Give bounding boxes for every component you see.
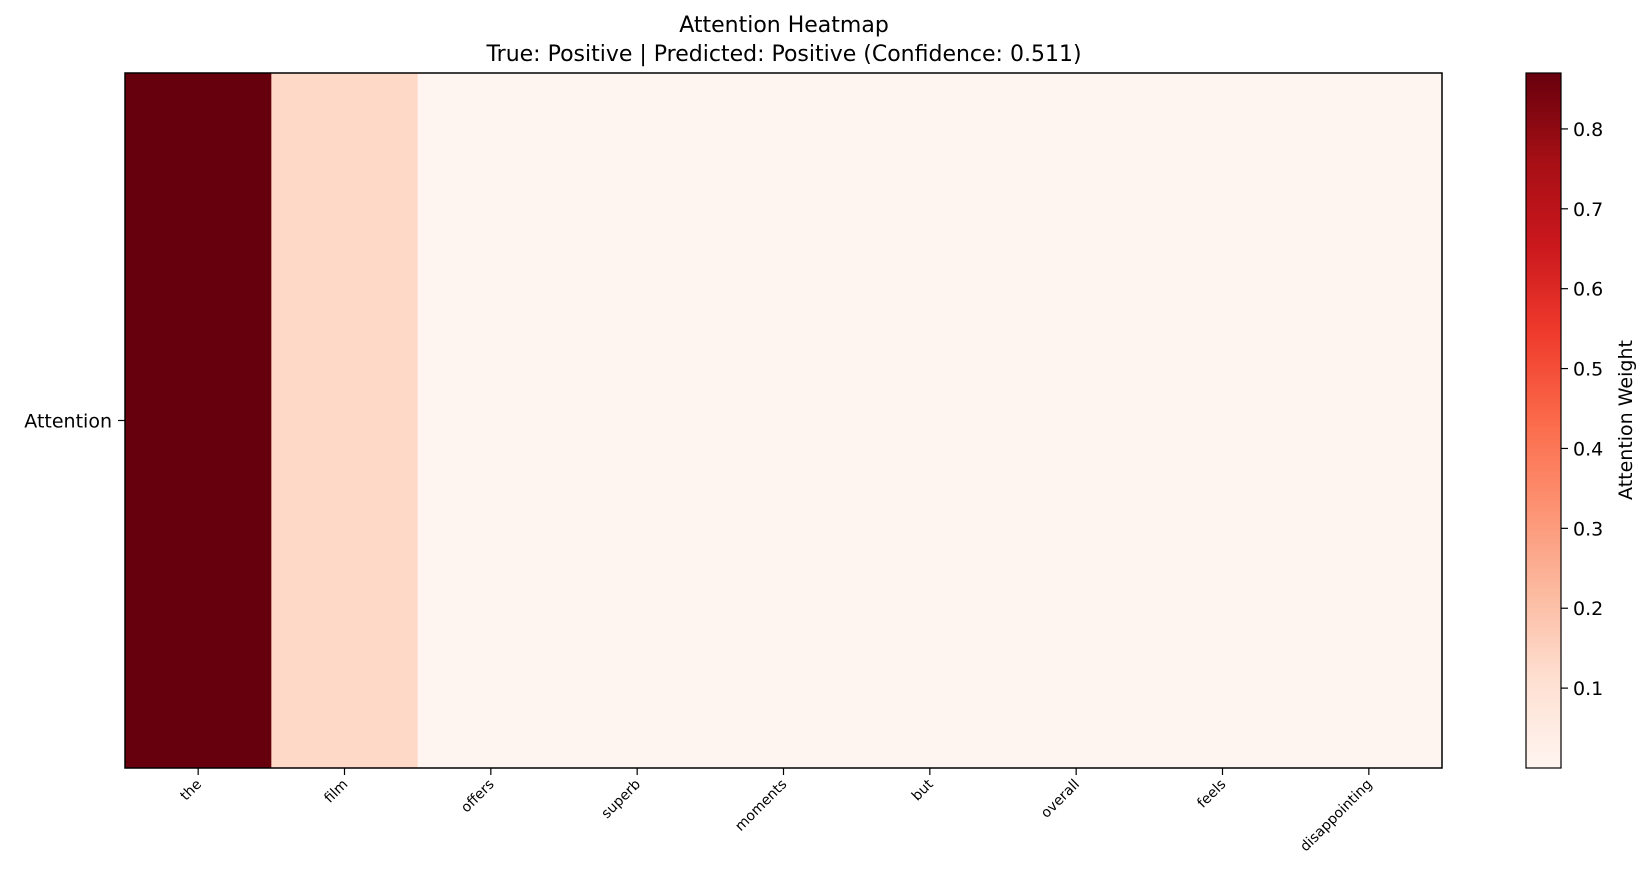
x-tick-label: but xyxy=(909,776,937,804)
heatmap-cell-feels xyxy=(1149,73,1297,768)
colorbar xyxy=(1525,72,1562,769)
colorbar-tick-label: 0.1 xyxy=(1573,678,1603,700)
chart-title: Attention Heatmap xyxy=(679,13,889,38)
heatmap-cell-disappointing xyxy=(1295,73,1443,768)
colorbar-tick-label: 0.3 xyxy=(1573,518,1603,540)
colorbar-tick-label: 0.2 xyxy=(1573,598,1603,620)
x-tick-label: film xyxy=(321,777,351,807)
heatmap-cell-the xyxy=(125,73,272,768)
x-tick-label: the xyxy=(177,777,205,805)
colorbar-tick-label: 0.6 xyxy=(1573,279,1603,301)
chart-subtitle: True: Positive | Predicted: Positive (Co… xyxy=(485,42,1081,67)
x-axis-ticks: the film offers superb moments but overall feel… xyxy=(177,768,1376,855)
colorbar-tick-label: 0.5 xyxy=(1573,359,1603,381)
x-tick-label: offers xyxy=(458,777,498,817)
colorbar-ticks: 0.1 0.2 0.3 0.4 0.5 0.6 0.7 0.8 xyxy=(1561,119,1603,700)
heatmap-cell-offers xyxy=(417,73,565,768)
heatmap-cells xyxy=(125,73,1443,768)
x-tick-label: disappointing xyxy=(1297,777,1375,855)
colorbar-tick-label: 0.4 xyxy=(1573,438,1603,460)
heatmap-cell-film xyxy=(271,73,419,768)
x-tick-label: superb xyxy=(599,776,645,822)
heatmap-cell-moments xyxy=(710,73,858,768)
y-axis-ticks: Attention xyxy=(24,411,125,433)
heatmap-cell-but xyxy=(856,73,1004,768)
colorbar-label: Attention Weight xyxy=(1615,340,1637,500)
heatmap-cell-superb xyxy=(564,73,711,768)
heatmap-cell-overall xyxy=(1003,73,1150,768)
y-tick-label: Attention xyxy=(24,411,112,433)
x-tick-label: overall xyxy=(1038,777,1083,822)
x-tick-label: moments xyxy=(732,777,790,835)
colorbar-tick-label: 0.8 xyxy=(1573,119,1603,141)
x-tick-label: feels xyxy=(1194,777,1229,812)
colorbar-tick-label: 0.7 xyxy=(1573,199,1603,221)
